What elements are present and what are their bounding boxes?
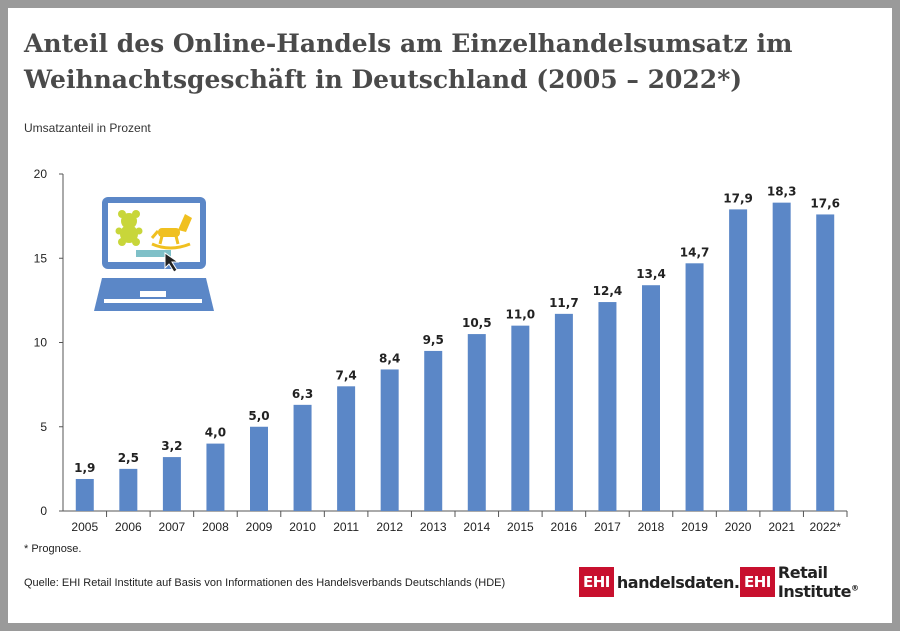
registered-mark: ® (850, 583, 859, 593)
source-note: Quelle: EHI Retail Institute auf Basis v… (24, 577, 506, 589)
retail-institute-name: Retail Institute (777, 563, 852, 601)
data-label: 1,9 (74, 461, 95, 475)
data-label: 12,4 (593, 284, 623, 298)
y-tick-label: 0 (40, 504, 47, 518)
bar (75, 478, 94, 511)
x-tick-label: 2012 (376, 520, 403, 534)
bar (729, 209, 748, 511)
x-tick-label: 2005 (71, 520, 98, 534)
x-tick-label: 2020 (725, 520, 752, 534)
bars: 1,9 2,5 3,2 4,0 5,0 6,3 7,4 8,4 9,5 10,5 11,0 11,7 1… (74, 185, 840, 511)
buy-button-graphic (136, 250, 171, 257)
x-tick-label: 2011 (333, 520, 359, 534)
bar (250, 426, 268, 511)
retail-institute-logo: EHI Retail Institute® (740, 563, 900, 601)
bar (337, 386, 356, 511)
x-tick-label: 2013 (420, 520, 447, 534)
bar (685, 263, 704, 511)
ehi-badge: EHI (579, 567, 614, 597)
handelsdaten-text: handelsdaten.de (616, 572, 761, 592)
x-tick-label: 2008 (202, 520, 229, 534)
data-label: 6,3 (292, 387, 313, 401)
teddy-bear-icon (115, 210, 143, 246)
bar (816, 214, 835, 511)
bar (162, 457, 181, 511)
bar (380, 369, 399, 511)
laptop-illustration (94, 197, 214, 311)
y-tick-label: 5 (40, 420, 47, 434)
retail-institute-text: Retail Institute® (778, 563, 900, 601)
bar (467, 334, 486, 511)
bar (642, 285, 660, 511)
data-label: 2,5 (118, 451, 139, 465)
data-label: 3,2 (161, 439, 182, 453)
mouse-cursor-icon (164, 252, 180, 273)
x-tick-label: 2018 (638, 520, 665, 534)
x-tick-label: 2022* (810, 520, 842, 534)
data-label: 9,5 (423, 333, 444, 347)
data-label: 13,4 (636, 267, 666, 281)
x-tick-label: 2010 (289, 520, 316, 534)
bar (772, 202, 791, 511)
x-tick-label: 2017 (594, 520, 621, 534)
axes: 0 5 10 15 20 2005 2006 2007 2008 2009 2010 2011 2012… (34, 167, 848, 534)
data-label: 14,7 (680, 245, 710, 259)
bar (424, 350, 443, 511)
x-tick-label: 2021 (768, 520, 795, 534)
data-label: 17,9 (723, 191, 753, 205)
data-label: 11,0 (506, 308, 536, 322)
x-tick-label: 2014 (463, 520, 490, 534)
bar (511, 325, 530, 511)
data-label: 10,5 (462, 316, 492, 330)
ehi-badge: EHI (740, 567, 775, 597)
bar (598, 302, 617, 511)
bar (206, 443, 225, 511)
y-axis-unit-label: Umsatzanteil in Prozent (24, 121, 151, 135)
x-tick-label: 2007 (159, 520, 186, 534)
x-tick-label: 2016 (551, 520, 578, 534)
data-label: 17,6 (810, 196, 840, 210)
data-label: 7,4 (335, 368, 356, 382)
bar (554, 313, 573, 511)
rocking-horse-icon (150, 214, 192, 250)
chart-title: Anteil des Online-Handels am Einzelhande… (24, 29, 793, 94)
bar (119, 468, 138, 511)
bar (293, 404, 312, 511)
data-label: 4,0 (205, 426, 226, 440)
data-label: 11,7 (549, 296, 579, 310)
y-tick-label: 20 (34, 167, 48, 181)
x-tick-label: 2019 (681, 520, 708, 534)
y-tick-label: 15 (34, 251, 48, 265)
data-label: 8,4 (379, 351, 400, 365)
footnote: * Prognose. (24, 543, 82, 555)
data-label: 5,0 (248, 409, 269, 423)
data-label: 18,3 (767, 185, 797, 199)
y-tick-label: 10 (34, 336, 48, 350)
handelsdaten-logo: EHI handelsdaten.de (579, 567, 761, 597)
x-tick-label: 2009 (246, 520, 273, 534)
x-tick-label: 2006 (115, 520, 142, 534)
x-tick-label: 2015 (507, 520, 534, 534)
